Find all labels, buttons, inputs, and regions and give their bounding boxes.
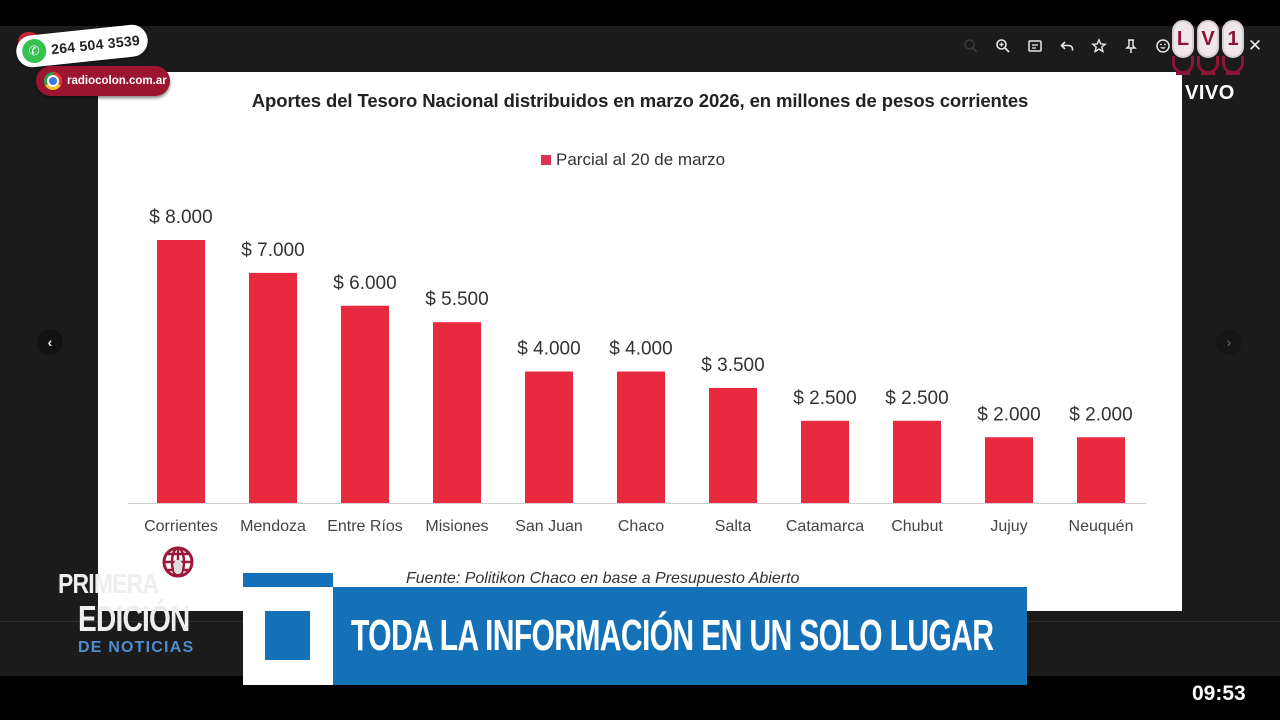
data-label: $ 2.500 [793, 388, 856, 409]
data-label: $ 4.000 [517, 339, 580, 360]
chart-source: Fuente: Politikon Chaco en base a Presup… [406, 570, 800, 587]
bar-mendoza [249, 272, 297, 503]
browser-icon [44, 72, 62, 90]
data-label: $ 8.000 [149, 207, 212, 228]
clock: 09:53 [1192, 682, 1246, 705]
search-icon[interactable] [955, 34, 987, 58]
live-label: VIVO [1185, 82, 1235, 104]
data-label: $ 2.000 [1069, 404, 1132, 425]
bar-chaco [617, 371, 665, 503]
show-logo: PRIMERA EDICIÓN DE NOTICIAS [56, 546, 206, 664]
microphone-icon: 1 [1222, 20, 1244, 58]
emoji-icon[interactable] [1147, 34, 1179, 58]
mic-base [1226, 72, 1240, 75]
show-name-line1: PRIMERA [58, 568, 159, 599]
previous-button[interactable]: ‹ [37, 329, 63, 355]
data-label: $ 7.000 [241, 240, 304, 261]
chart-legend: Parcial al 20 de marzo [541, 150, 725, 170]
station-logo: L V 1 [1170, 20, 1246, 76]
x-tick-label: San Juan [515, 518, 583, 535]
website-url: radiocolon.com.ar [67, 75, 167, 87]
caption-icon[interactable] [1019, 34, 1051, 58]
bar-chubut [893, 420, 941, 503]
x-tick-label: Chaco [618, 518, 664, 535]
next-button[interactable]: › [1216, 329, 1242, 355]
bar-misiones [433, 322, 481, 503]
bar-jujuy [985, 437, 1033, 503]
x-tick-label: Mendoza [240, 518, 306, 535]
chart-image: Aportes del Tesoro Nacional distribuidos… [98, 72, 1182, 611]
x-tick-label: Entre Ríos [327, 518, 403, 535]
x-tick-label: Chubut [891, 518, 943, 535]
x-tick-label: Catamarca [786, 518, 864, 535]
viewer-toolbar [955, 34, 1179, 58]
chart-title: Aportes del Tesoro Nacional distribuidos… [251, 90, 1029, 111]
mic-base [1176, 72, 1190, 75]
bar-salta [709, 387, 757, 503]
bar-san-juan [525, 371, 573, 503]
zoom-in-icon[interactable] [987, 34, 1019, 58]
data-label: $ 3.500 [701, 355, 764, 376]
reply-icon[interactable] [1051, 34, 1083, 58]
whatsapp-icon: ✆ [21, 37, 48, 65]
x-tick-label: Neuquén [1069, 518, 1134, 535]
data-label: $ 5.500 [425, 289, 488, 310]
globe-mic-icon [162, 546, 194, 578]
bar-neuquén [1077, 437, 1125, 503]
lower-third-banner: TODA LA INFORMACIÓN EN UN SOLO LUGAR [333, 587, 1027, 685]
microphone-icon: L [1172, 20, 1194, 58]
website-badge: radiocolon.com.ar [36, 66, 170, 96]
bar-chart: $ 8.000 Corrientes $ 7.000 Mendoza $ 6.000 En… [128, 207, 1146, 535]
x-tick-label: Salta [715, 518, 752, 535]
bar-catamarca [801, 420, 849, 503]
data-label: $ 6.000 [333, 273, 396, 294]
mic-base [1201, 72, 1215, 75]
banner-square [265, 611, 310, 660]
whatsapp-number: 264 504 3539 [50, 31, 141, 58]
microphone-icon: V [1197, 20, 1219, 58]
pin-icon[interactable] [1115, 34, 1147, 58]
star-icon[interactable] [1083, 34, 1115, 58]
x-tick-label: Corrientes [144, 518, 218, 535]
close-icon[interactable]: ✕ [1247, 36, 1263, 55]
data-label: $ 4.000 [609, 339, 672, 360]
data-label: $ 2.500 [885, 388, 948, 409]
x-tick-label: Jujuy [990, 518, 1027, 535]
bar-entre-ríos [341, 305, 389, 503]
banner-accent-strip [243, 573, 333, 587]
legend-label: Parcial al 20 de marzo [556, 150, 726, 169]
bar-corrientes [157, 240, 205, 503]
show-name-line2: EDICIÓN [78, 598, 190, 639]
legend-swatch [541, 155, 551, 165]
x-tick-label: Misiones [425, 518, 488, 535]
banner-text: TODA LA INFORMACIÓN EN UN SOLO LUGAR [351, 611, 994, 660]
show-name-line3: DE NOTICIAS [78, 639, 195, 656]
top-bar [0, 0, 1280, 26]
data-label: $ 2.000 [977, 404, 1040, 425]
